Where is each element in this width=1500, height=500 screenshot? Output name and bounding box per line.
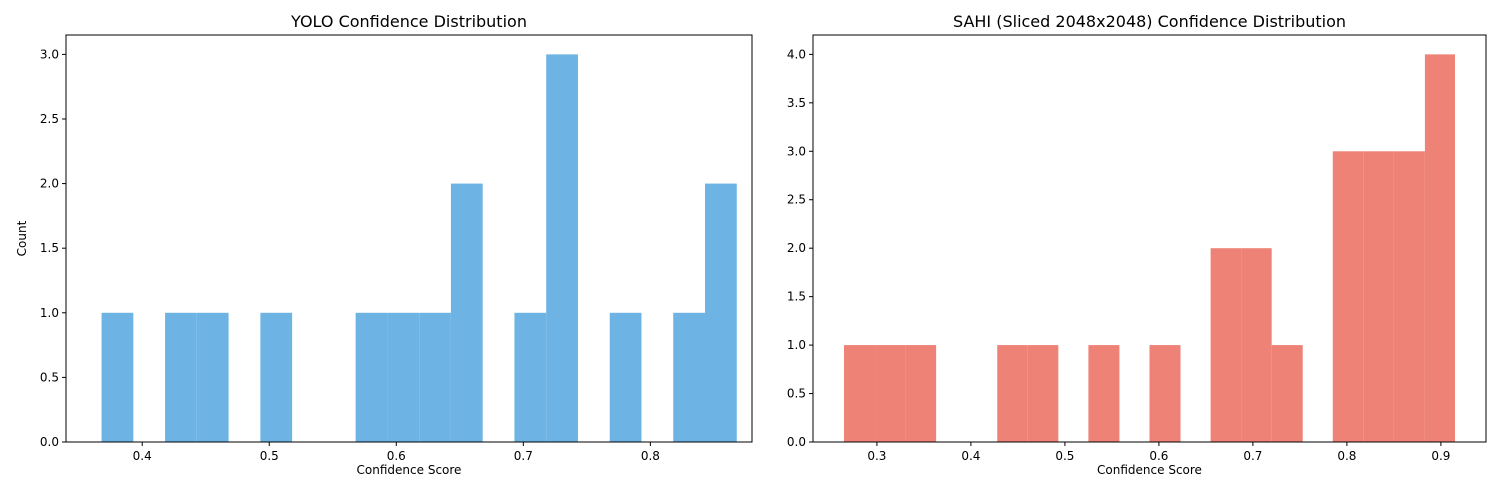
y-tick-label: 2.5 xyxy=(787,193,806,207)
histogram-bar xyxy=(387,312,420,442)
histogram-bar xyxy=(1149,345,1181,442)
histogram-bar xyxy=(875,345,906,442)
y-tick-label: 0.0 xyxy=(40,435,59,449)
x-tick-label: 0.7 xyxy=(1243,449,1262,463)
histogram-bar xyxy=(101,312,134,442)
x-tick-label: 0.8 xyxy=(641,449,660,463)
x-tick-label: 0.4 xyxy=(961,449,980,463)
x-tick-label: 0.7 xyxy=(514,449,533,463)
panel-sahi: 0.3 0.4 0.5 0.6 0.7 0.8 0.9 0.0 0.5 1.0 1.5 2.0 2.5 3… xyxy=(787,12,1487,477)
y-tick-label: 3.0 xyxy=(787,144,806,158)
chart-title: SAHI (Sliced 2048x2048) Confidence Distr… xyxy=(953,12,1346,31)
histogram-bar xyxy=(450,183,483,443)
y-tick-label: 2.0 xyxy=(40,177,59,191)
histogram-bar xyxy=(997,345,1028,442)
histogram-bar xyxy=(355,312,388,442)
x-axis-label: Confidence Score xyxy=(1097,463,1202,477)
plot-frame xyxy=(65,34,753,443)
x-tick-label: 0.9 xyxy=(1431,449,1450,463)
y-tick-label: 0.5 xyxy=(787,387,806,401)
histogram-bar xyxy=(1271,345,1303,442)
histogram-bar xyxy=(546,54,578,442)
histogram-bar xyxy=(1241,248,1272,442)
y-tick-label: 3.0 xyxy=(40,47,59,61)
x-tick-label: 0.5 xyxy=(260,449,279,463)
y-tick-label: 0.0 xyxy=(787,435,806,449)
x-tick-label: 0.6 xyxy=(387,449,406,463)
x-tick-label: 0.8 xyxy=(1337,449,1356,463)
y-tick-label: 2.0 xyxy=(787,241,806,255)
y-axis-label: Count xyxy=(15,220,29,256)
y-tick-label: 1.5 xyxy=(40,241,59,255)
panel-yolo: 0.4 0.5 0.6 0.7 0.8 0.0 0.5 1.0 1.5 2.0 2.5 3.0 YOLO… xyxy=(15,12,753,477)
y-tick-label: 2.5 xyxy=(40,112,59,126)
histogram-bar xyxy=(704,183,737,443)
histogram-bar xyxy=(844,345,876,442)
y-tick-label: 3.5 xyxy=(787,96,806,110)
histogram-bar xyxy=(1027,345,1059,442)
x-tick-label: 0.3 xyxy=(867,449,886,463)
y-tick-label: 0.5 xyxy=(40,370,59,384)
histogram-bar xyxy=(1363,151,1394,443)
histogram-bar xyxy=(514,312,547,442)
x-tick-label: 0.4 xyxy=(133,449,152,463)
y-tick-label: 1.0 xyxy=(40,306,59,320)
y-tick-label: 4.0 xyxy=(787,47,806,61)
histogram-bar xyxy=(1332,151,1364,443)
histogram-bar xyxy=(609,312,642,442)
histogram-bar xyxy=(905,345,937,442)
chart-title: YOLO Confidence Distribution xyxy=(290,12,527,31)
histogram-bar xyxy=(1393,151,1425,443)
y-tick-label: 1.5 xyxy=(787,290,806,304)
histogram-bar xyxy=(260,312,293,442)
histogram-bar xyxy=(1210,248,1242,442)
histogram-bar xyxy=(673,312,705,442)
histogram-bar xyxy=(419,312,451,442)
histogram-bar xyxy=(165,312,197,442)
histogram-bar xyxy=(1424,54,1455,442)
x-tick-label: 0.6 xyxy=(1149,449,1168,463)
x-axis-label: Confidence Score xyxy=(357,463,462,477)
x-tick-label: 0.5 xyxy=(1055,449,1074,463)
plot-frame xyxy=(812,34,1487,443)
histogram-bar xyxy=(1088,345,1120,442)
histogram-bar xyxy=(196,312,229,442)
y-tick-label: 1.0 xyxy=(787,338,806,352)
